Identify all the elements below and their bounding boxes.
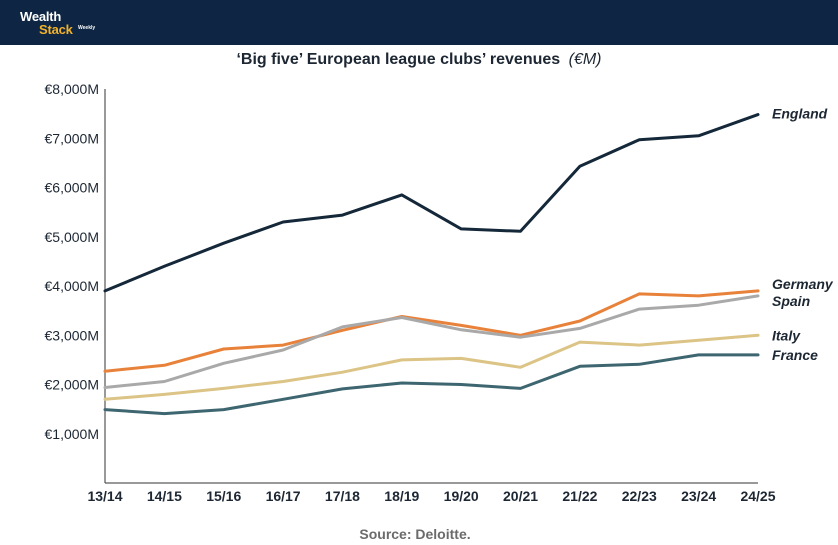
series-label-england: England bbox=[772, 106, 828, 122]
brand-line-1: Wealth bbox=[20, 9, 62, 24]
source-note: Source: Deloitte. bbox=[359, 526, 471, 542]
y-tick-label: €7,000M bbox=[45, 130, 99, 146]
x-tick-label: 17/18 bbox=[325, 488, 360, 504]
x-tick-label: 16/17 bbox=[266, 488, 301, 504]
series-line-france bbox=[103, 353, 760, 416]
y-axis-ticks: €1,000M €2,000M €3,000M €4,000M €5,000M €6,00… bbox=[45, 81, 99, 442]
series-lines bbox=[103, 113, 760, 416]
y-tick-label: €2,000M bbox=[45, 377, 99, 393]
series-line-italy bbox=[103, 333, 760, 401]
brand-logo: Wealth Stack Weekly bbox=[20, 9, 95, 37]
header-bar: Wealth Stack Weekly bbox=[0, 0, 838, 45]
x-tick-label: 13/14 bbox=[87, 488, 122, 504]
x-tick-label: 23/24 bbox=[681, 488, 716, 504]
series-line-germany bbox=[103, 289, 760, 373]
y-tick-label: €8,000M bbox=[45, 81, 99, 97]
series-label-italy: Italy bbox=[772, 327, 801, 343]
x-tick-label: 21/22 bbox=[562, 488, 597, 504]
chart-title-text: ‘Big five’ European league clubs’ revenu… bbox=[236, 51, 561, 68]
brand-line-2: Stack bbox=[39, 22, 73, 37]
y-tick-label: €5,000M bbox=[45, 229, 99, 245]
x-axis-ticks: 13/14 14/15 15/16 16/17 17/18 18/19 19/20 20/21… bbox=[87, 488, 775, 504]
chart-title-unit: (€M) bbox=[568, 51, 602, 68]
x-tick-label: 15/16 bbox=[206, 488, 241, 504]
series-label-france: France bbox=[772, 347, 818, 363]
y-tick-label: €4,000M bbox=[45, 278, 99, 294]
x-tick-label: 18/19 bbox=[384, 488, 419, 504]
chart-axes bbox=[104, 89, 758, 484]
series-line-spain bbox=[103, 294, 760, 389]
y-tick-label: €6,000M bbox=[45, 180, 99, 196]
x-tick-label: 19/20 bbox=[444, 488, 479, 504]
brand-line-3: Weekly bbox=[78, 25, 96, 31]
series-label-germany: Germany bbox=[772, 276, 834, 292]
x-tick-label: 24/25 bbox=[740, 488, 775, 504]
x-tick-label: 22/23 bbox=[622, 488, 657, 504]
y-tick-label: €1,000M bbox=[45, 426, 99, 442]
x-tick-label: 20/21 bbox=[503, 488, 538, 504]
series-label-spain: Spain bbox=[772, 293, 810, 309]
chart-title: ‘Big five’ European league clubs’ revenu… bbox=[0, 51, 838, 69]
x-tick-label: 14/15 bbox=[147, 488, 182, 504]
y-tick-label: €3,000M bbox=[45, 327, 99, 343]
series-line-england bbox=[103, 113, 760, 293]
